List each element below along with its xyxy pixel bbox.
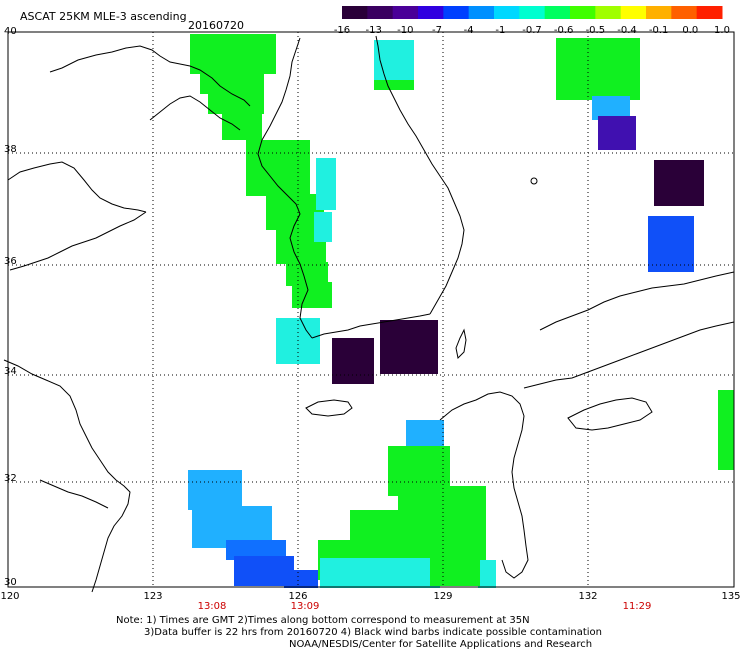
colorbar-tick-label: -1 [495,25,506,36]
colorbar-swatch [443,6,470,19]
coastline-shikoku [567,397,653,431]
swath-cell-green [446,486,486,518]
colorbar-tick-label: 0.0 [682,25,699,36]
colorbar-tick-label: -16 [333,25,351,36]
coastline-korea-west [257,37,313,339]
swath-cell-green [718,390,734,470]
swath-cell-light-blue [188,470,242,510]
longitude-label: 126 [288,591,308,602]
colorbar-swatch [418,6,444,19]
coastline-honshu-north [539,271,735,331]
swath-cell-cyan [478,560,496,588]
colorbar-swatch [494,6,520,19]
map-frame [7,31,735,588]
longitude-label: 123 [143,591,163,602]
time-label-1: 13:08 [197,601,227,612]
colorbar-tick-label: -0.4 [617,25,637,36]
colorbar-swatch [671,6,698,19]
swath-cell-green [430,556,480,586]
longitude-label: 132 [578,591,598,602]
colorbar-swatch [519,6,546,19]
colorbar-swatch [570,6,596,19]
colorbar-swatch [468,6,495,19]
colorbar-swatch [544,6,571,19]
swath-cell-green [374,80,414,90]
swath-cell-cyan [316,158,336,210]
data-swaths [188,34,734,588]
colorbar-tick-label: -13 [365,25,382,36]
time-label-2: 13:09 [290,601,320,612]
coastline-honshu-south [523,321,735,389]
coastline-china-east [3,359,131,593]
colorbar-tick-label: -4 [463,25,474,36]
swath-cell-mid-blue [226,540,286,560]
gridlines [8,32,734,587]
coastline-yangtze [39,479,109,509]
swath-cell-green [190,34,276,74]
swath-cell-dark-purple [654,160,704,206]
colorbar-tick-label: -0.1 [648,25,669,36]
swath-cell-green [388,446,450,496]
swath-cell-green [246,140,310,196]
swath-cell-green [200,74,218,94]
coastlines [3,35,735,593]
colorbar-tick-label: -0.7 [522,25,542,36]
swath-cell-dark-purple [332,338,374,384]
colorbar-swatch [342,6,368,19]
swath-cell-green [292,282,332,308]
colorbar-tick-label: -0.5 [585,25,606,36]
longitude-label: 120 [0,591,20,602]
longitude-label: 129 [433,591,453,602]
colorbar-swatch [595,6,622,19]
swath-cell-blue [648,216,694,272]
coastline-korea-east [375,35,465,315]
note-line-3: NOAA/NESDIS/Center for Satellite Applica… [289,639,593,650]
colorbar-tick-label: -10 [397,25,414,36]
swath-cell-green [222,100,262,140]
coastline-china-north [49,45,251,107]
swath-cell-indigo [598,116,636,150]
latitude-label: 38 [4,144,17,155]
swath-cell-dark-purple [380,320,438,374]
colorbar-swatch [646,6,672,19]
latitude-label: 34 [4,366,17,377]
latitude-label: 36 [4,256,17,267]
swath-cell-cyan [314,212,332,242]
island-ulleungdo [530,177,538,185]
product-title: ASCAT 25KM MLE-3 ascending [20,10,187,23]
longitude-label: 135 [721,591,740,602]
swath-cell-green [556,38,640,100]
product-date: 20160720 [188,19,244,32]
colorbar [342,6,723,19]
coastline-kyushu [439,391,529,579]
colorbar-tick-label: -7 [432,25,442,36]
island-jeju [305,399,353,417]
latitude-label: 32 [4,473,17,484]
colorbar-swatch [367,6,394,19]
colorbar-swatch [696,6,723,19]
latitude-label: 30 [4,577,17,588]
colorbar-swatch [620,6,647,19]
coastline-shandong [7,161,147,213]
island-tsushima [455,328,467,360]
coastline-shandong-south [9,211,147,271]
note-line-2: 3)Data buffer is 22 hrs from 20160720 4)… [144,627,602,638]
colorbar-swatch [392,6,419,19]
colorbar-tick-label: -0.6 [553,25,574,36]
colorbar-tick-label: 1.0 [714,25,730,36]
note-line-1: Note: 1) Times are GMT 2)Times along bot… [116,615,530,626]
latitude-label: 40 [4,26,17,37]
swath-cell-blue [284,570,318,588]
time-label-3: 11:29 [622,601,652,612]
coastline-liaodong [149,95,241,131]
coastline-korea-south [311,313,431,339]
swath-cell-cyan [320,558,440,588]
